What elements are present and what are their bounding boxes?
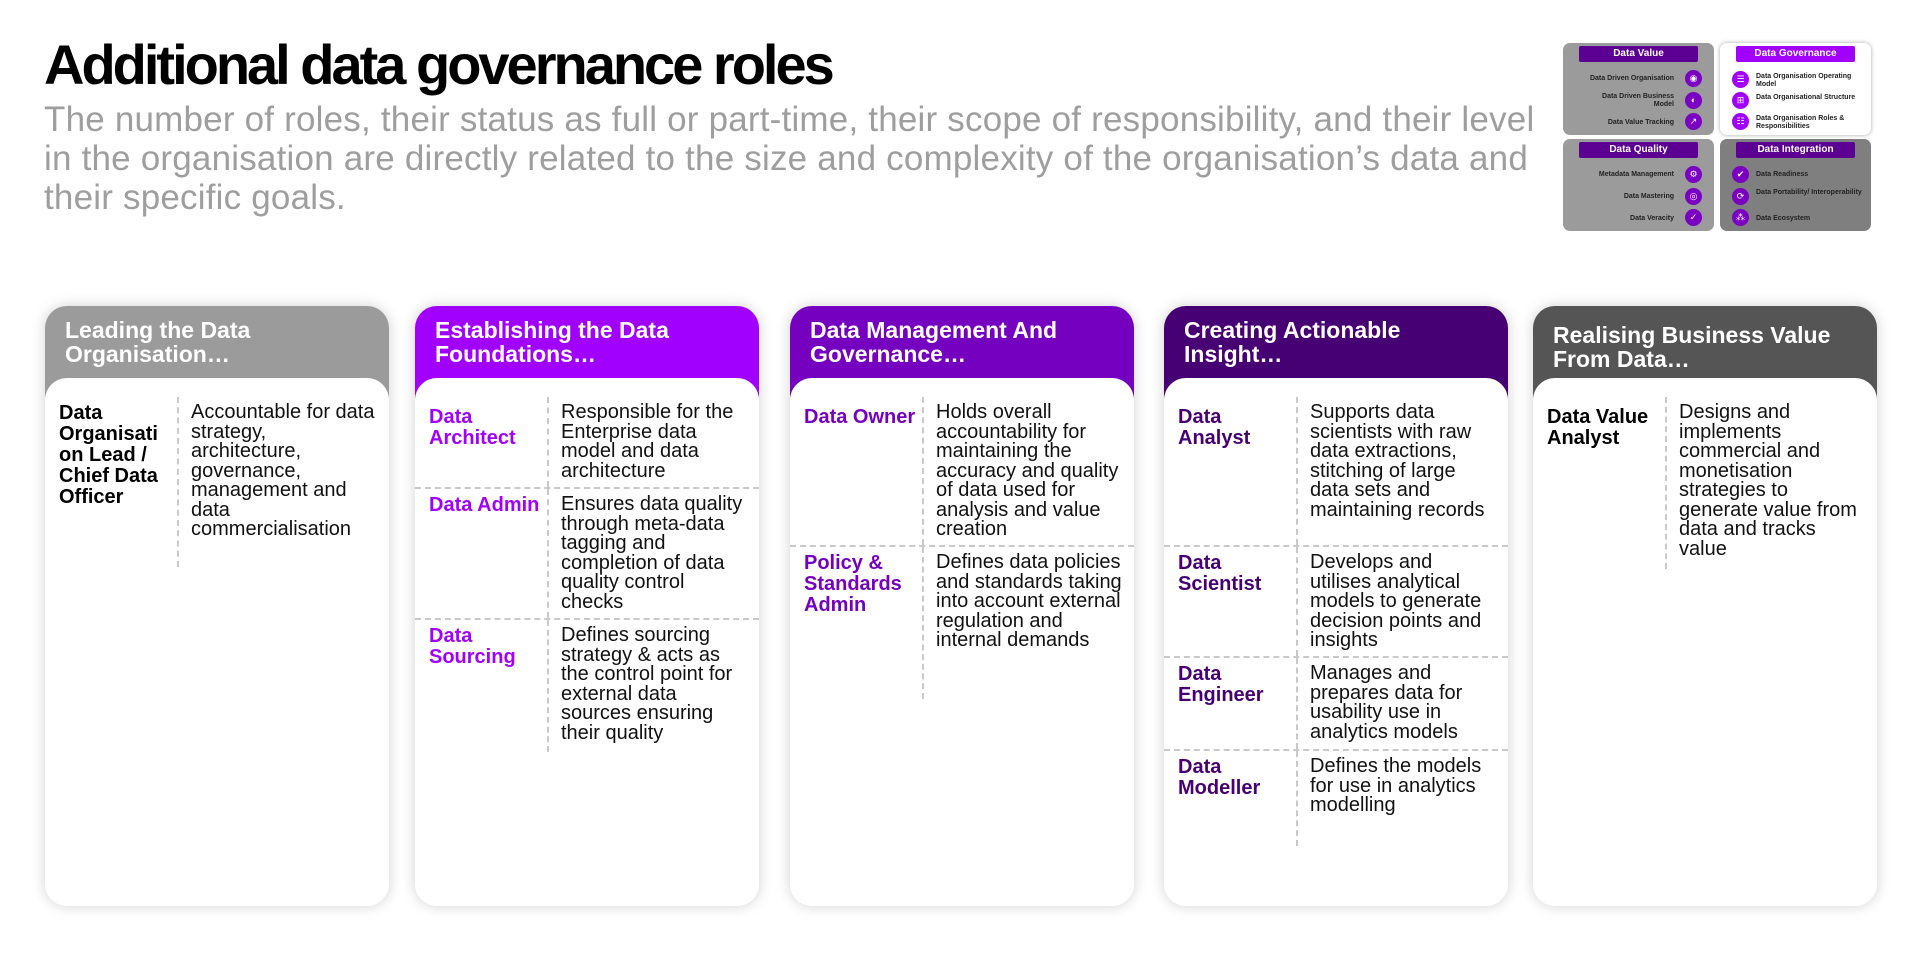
thumb-data-integration-title: Data Integration xyxy=(1736,142,1855,158)
readiness-icon: ✔ xyxy=(1732,166,1749,183)
thumb-data-integration: Data Integration Data Readiness Data Por… xyxy=(1720,139,1871,231)
column-body: Data Architect Responsible for the Enter… xyxy=(415,378,759,906)
thumb-item: Data Portability/ Interoperability xyxy=(1756,189,1862,196)
role-name: Data Sourcing xyxy=(429,625,516,668)
thumb-data-governance: Data Governance Data Organisation Operat… xyxy=(1720,43,1871,135)
role-name: Data Organisati on Lead / Chief Data Off… xyxy=(59,402,158,508)
role-description: Develops and utilises analytical models … xyxy=(1296,547,1508,656)
mastering-icon: ◎ xyxy=(1685,188,1702,205)
role-row: Data Modeller Defines the models for use… xyxy=(1164,751,1508,846)
tracking-icon: ↗ xyxy=(1685,113,1702,130)
column-body: Data Organisati on Lead / Chief Data Off… xyxy=(45,378,389,906)
organisation-icon: ◉ xyxy=(1685,70,1702,87)
role-description: Responsible for the Enterprise data mode… xyxy=(547,397,759,487)
role-name: Data Modeller xyxy=(1178,756,1261,799)
role-name: Policy & Standards Admin xyxy=(804,552,902,616)
thumb-item: Data Mastering xyxy=(1623,193,1674,200)
role-description: Ensures data quality through meta-data t… xyxy=(547,489,759,618)
role-row: Data Admin Ensures data quality through … xyxy=(415,489,759,620)
column-foundations: Establishing the Data Foundations… Data … xyxy=(415,306,759,906)
thumb-data-quality: Data Quality Metadata Management Data Ma… xyxy=(1563,139,1714,231)
role-description: Defines data policies and standards taki… xyxy=(922,547,1134,699)
thumb-data-value-title: Data Value xyxy=(1579,46,1698,62)
page-title: Additional data governance roles xyxy=(44,33,835,96)
operating-model-icon: ☰ xyxy=(1732,71,1749,88)
role-row: Data Engineer Manages and prepares data … xyxy=(1164,658,1508,751)
thumb-item: Data Organisational Structure xyxy=(1756,94,1856,101)
role-description: Accountable for data strategy, architect… xyxy=(177,397,389,567)
framework-thumbnail: Data Value Data Driven Organisation Data… xyxy=(1563,43,1871,231)
role-description: Designs and implements commercial and mo… xyxy=(1665,397,1877,569)
column-leading: Leading the Data Organisation… Data Orga… xyxy=(45,306,389,906)
role-name: Data Architect xyxy=(429,406,516,449)
role-row: Data Owner Holds overall accountability … xyxy=(790,397,1134,547)
role-row: Data Sourcing Defines sourcing strategy … xyxy=(415,620,759,752)
role-row: Policy & Standards Admin Defines data po… xyxy=(790,547,1134,699)
column-insight: Creating Actionable Insight… Data Analys… xyxy=(1164,306,1508,906)
thumb-data-governance-title: Data Governance xyxy=(1736,46,1855,62)
metadata-icon: ⚙ xyxy=(1685,166,1702,183)
column-body: Data Value Analyst Designs and implement… xyxy=(1533,378,1877,906)
thumb-item: Data Readiness xyxy=(1756,171,1809,178)
model-icon: ◐ xyxy=(1685,92,1702,109)
role-row: Data Value Analyst Designs and implement… xyxy=(1533,397,1877,569)
portability-icon: ⟳ xyxy=(1732,188,1749,205)
thumb-item: Data Ecosystem xyxy=(1756,215,1811,222)
column-body: Data Owner Holds overall accountability … xyxy=(790,378,1134,906)
thumb-item: Data Organisation Operating Model xyxy=(1756,73,1852,88)
role-name: Data Engineer xyxy=(1178,663,1264,706)
role-row: Data Organisati on Lead / Chief Data Off… xyxy=(45,397,389,567)
thumb-data-value: Data Value Data Driven Organisation Data… xyxy=(1563,43,1714,135)
role-description: Defines the models for use in analytics … xyxy=(1296,751,1508,846)
thumb-item: Data Organisation Roles & Responsibiliti… xyxy=(1756,115,1845,130)
thumb-item: Data Driven Organisation xyxy=(1589,75,1674,82)
thumb-item: Data Veracity xyxy=(1630,215,1674,222)
column-business-value: Realising Business Value From Data… Data… xyxy=(1533,306,1877,906)
role-description: Manages and prepares data for usability … xyxy=(1296,658,1508,749)
structure-icon: ⊞ xyxy=(1732,92,1749,109)
thumb-data-quality-title: Data Quality xyxy=(1579,142,1698,158)
role-description: Defines sourcing strategy & acts as the … xyxy=(547,620,759,752)
role-name: Data Owner xyxy=(804,406,916,428)
thumb-item: Data Value Tracking xyxy=(1607,119,1674,126)
column-management: Data Management And Governance… Data Own… xyxy=(790,306,1134,906)
role-description: Holds overall accountability for maintai… xyxy=(922,397,1134,545)
role-name: Data Value Analyst xyxy=(1547,406,1649,449)
veracity-icon: ✓ xyxy=(1685,209,1702,226)
role-name: Data Admin xyxy=(429,494,540,516)
role-name: Data Scientist xyxy=(1178,552,1262,595)
ecosystem-icon: ⁂ xyxy=(1732,209,1749,226)
thumb-item: Data Driven Business Model xyxy=(1602,93,1674,108)
role-description: Supports data scientists with raw data e… xyxy=(1296,397,1508,545)
role-row: Data Architect Responsible for the Enter… xyxy=(415,397,759,489)
role-name: Data Analyst xyxy=(1178,406,1251,449)
roles-icon: ☷ xyxy=(1732,113,1749,130)
column-body: Data Analyst Supports data scientists wi… xyxy=(1164,378,1508,906)
page-subtitle: The number of roles, their status as ful… xyxy=(44,100,1535,217)
thumb-item: Metadata Management xyxy=(1598,171,1674,178)
role-row: Data Scientist Develops and utilises ana… xyxy=(1164,547,1508,658)
role-row: Data Analyst Supports data scientists wi… xyxy=(1164,397,1508,547)
